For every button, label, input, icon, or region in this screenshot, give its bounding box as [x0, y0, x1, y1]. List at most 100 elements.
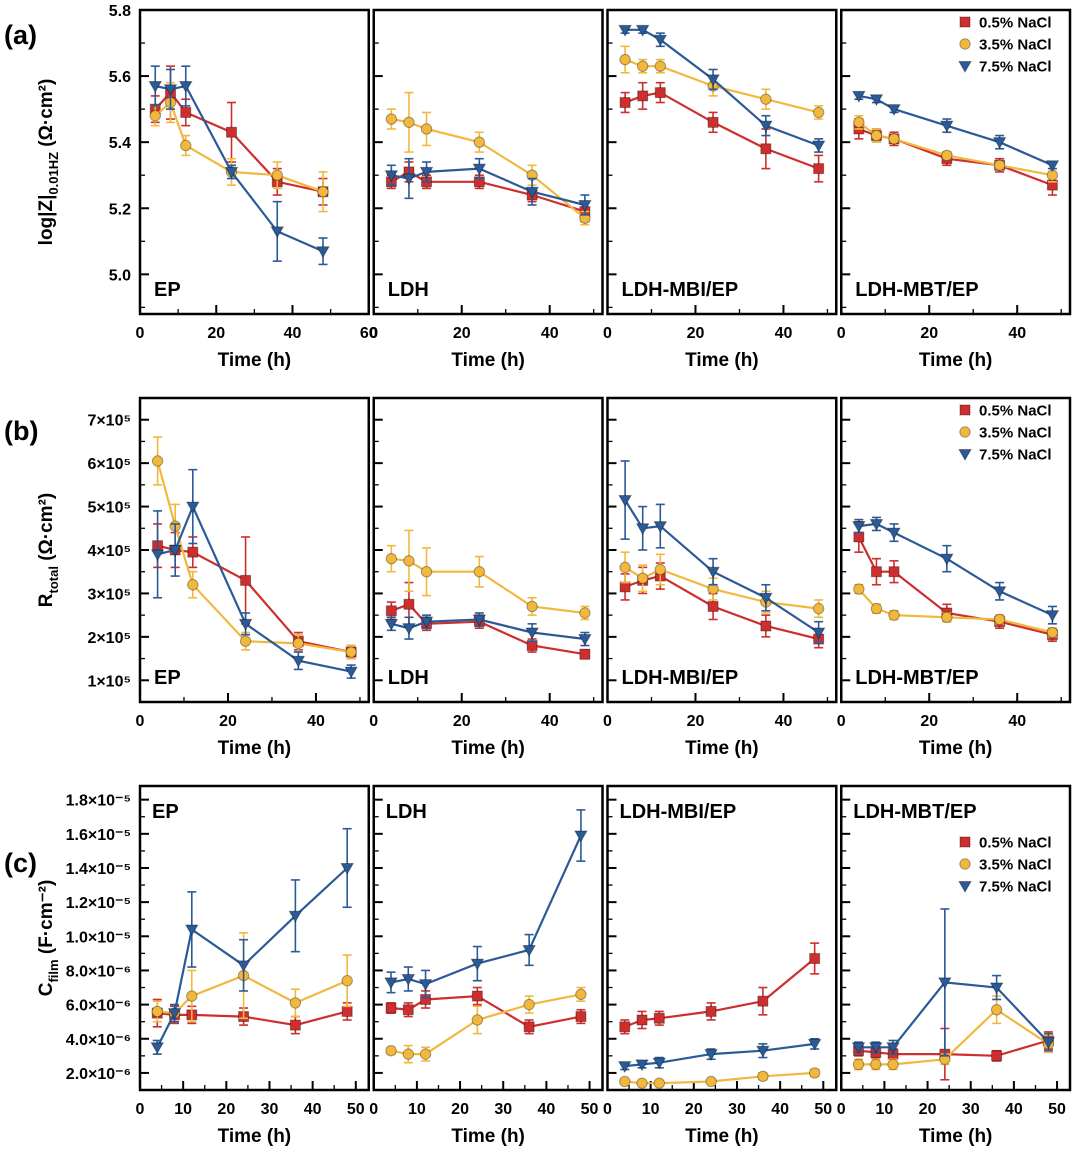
- x-tick-label: 50: [347, 1101, 365, 1118]
- marker-square: [757, 995, 769, 1007]
- marker-circle: [619, 1075, 631, 1088]
- marker-triangle-down: [937, 977, 952, 990]
- marker-square: [187, 546, 199, 558]
- marker-circle: [341, 974, 353, 987]
- x-axis-label: Time (h): [685, 350, 759, 371]
- marker-circle: [636, 1077, 648, 1089]
- subplot-box: [372, 784, 604, 1092]
- marker-square: [619, 1021, 631, 1033]
- marker-square: [653, 1012, 665, 1024]
- y-tick-label: 5.4: [109, 135, 131, 152]
- legend-label: 3.5% NaCl: [979, 425, 1052, 442]
- x-tick-label: 20: [919, 1101, 937, 1118]
- marker-square: [579, 648, 591, 660]
- marker-circle: [870, 129, 883, 142]
- marker-triangle-down: [958, 61, 972, 74]
- y-tick-label: 1.8×10⁻⁵: [66, 793, 131, 810]
- x-tick-label: 20: [687, 325, 705, 342]
- marker-circle: [887, 1058, 899, 1071]
- marker-triangle-down: [316, 246, 330, 259]
- marker-triangle-down: [184, 924, 199, 937]
- x-tick-label: 0: [369, 325, 378, 342]
- marker-circle: [385, 113, 398, 125]
- y-tick-label: 5.0: [109, 267, 131, 284]
- marker-triangle-down: [851, 90, 866, 103]
- series-line: [156, 867, 348, 1048]
- marker-square: [888, 566, 900, 578]
- marker-triangle-down: [759, 120, 773, 133]
- marker-square: [637, 90, 649, 102]
- x-axis-label: Time (h): [919, 350, 993, 371]
- x-tick-label: 20: [451, 1101, 469, 1118]
- x-axis-label: Time (h): [919, 738, 993, 759]
- marker-triangle-down: [185, 501, 200, 514]
- chart-b: (b) Rtotal (Ω·cm²) 1×10⁵ 2×10⁵ 3×10⁵ 4×10⁵ 5×1…: [4, 396, 1072, 759]
- marker-circle: [420, 566, 433, 578]
- y-tick-label: 6.0×10⁻⁶: [66, 998, 131, 1015]
- marker-triangle-down: [618, 495, 632, 508]
- marker-triangle-down: [150, 1042, 165, 1055]
- y-tick-label: 5.2: [109, 201, 131, 218]
- y-tick-label: 2.0×10⁻⁶: [66, 1066, 131, 1083]
- x-tick-label: 20: [920, 325, 938, 342]
- legend-label: 7.5% NaCl: [979, 59, 1052, 76]
- marker-circle: [653, 1077, 665, 1089]
- marker-circle: [289, 997, 302, 1009]
- marker-circle: [151, 455, 164, 467]
- marker-triangle-down: [238, 618, 253, 631]
- chart-a: (a) log|Z|0.01HZ (Ω·cm²) 5.0 5.2 5.4 5.6 5.8 0 2…: [4, 3, 1072, 371]
- marker-circle: [812, 602, 825, 615]
- marker-square: [853, 531, 865, 543]
- marker-circle: [705, 1075, 717, 1088]
- x-tick-label: 30: [261, 1101, 279, 1118]
- x-tick-label: 40: [1008, 325, 1026, 342]
- marker-triangle-down: [704, 1049, 718, 1062]
- x-tick-label: 20: [920, 713, 938, 730]
- x-axis-label: Time (h): [919, 1126, 993, 1147]
- marker-triangle-down: [759, 592, 773, 605]
- marker-square: [575, 1011, 587, 1023]
- marker-square: [991, 1050, 1003, 1062]
- marker-triangle-down: [939, 553, 954, 566]
- marker-triangle-down: [168, 545, 183, 558]
- x-tick-label: 0: [837, 713, 846, 730]
- marker-circle: [271, 169, 283, 181]
- y-tick-label: 7×10⁵: [87, 413, 131, 430]
- marker-circle: [853, 116, 865, 129]
- marker-triangle-down: [653, 34, 668, 47]
- marker-circle: [317, 186, 329, 198]
- subplot-box: [606, 784, 838, 1092]
- y-tick-label: 8.0×10⁻⁶: [66, 963, 131, 980]
- marker-triangle-down: [869, 518, 884, 531]
- marker-circle: [870, 602, 883, 615]
- x-tick-label: 0: [603, 1101, 612, 1118]
- subplot-title: LDH-MBI/EP: [622, 279, 739, 301]
- marker-circle: [654, 60, 666, 72]
- x-tick-label: 40: [307, 713, 325, 730]
- x-tick-label: 10: [408, 1101, 426, 1118]
- marker-triangle-down: [811, 627, 826, 640]
- x-tick-label: 40: [1005, 1101, 1023, 1118]
- marker-square: [959, 404, 971, 416]
- marker-triangle-down: [1045, 610, 1060, 623]
- marker-circle: [757, 1070, 769, 1083]
- marker-circle: [523, 998, 535, 1011]
- marker-circle: [403, 555, 415, 567]
- marker-circle: [993, 159, 1006, 172]
- x-tick-label: 20: [217, 1101, 235, 1118]
- marker-square: [471, 990, 483, 1002]
- subplot-title: LDH: [388, 279, 429, 301]
- marker-square: [402, 1004, 414, 1016]
- marker-triangle-down: [525, 627, 539, 640]
- x-axis-label: Time (h): [451, 350, 525, 371]
- subplot-title: EP: [154, 279, 181, 301]
- marker-triangle-down: [402, 623, 416, 636]
- y-tick-label: 5×10⁵: [87, 500, 131, 517]
- x-tick-label: 10: [876, 1101, 894, 1118]
- subplot-box: [372, 396, 604, 704]
- marker-square: [760, 143, 772, 155]
- marker-circle: [990, 1004, 1003, 1016]
- marker-triangle-down: [167, 1008, 182, 1021]
- subplot-title: LDH-MBI/EP: [622, 667, 739, 689]
- marker-square: [240, 574, 252, 586]
